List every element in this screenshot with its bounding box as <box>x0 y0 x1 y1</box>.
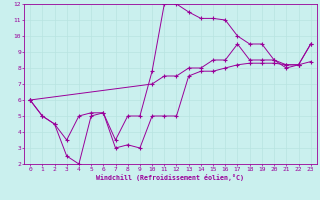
X-axis label: Windchill (Refroidissement éolien,°C): Windchill (Refroidissement éolien,°C) <box>96 174 244 181</box>
